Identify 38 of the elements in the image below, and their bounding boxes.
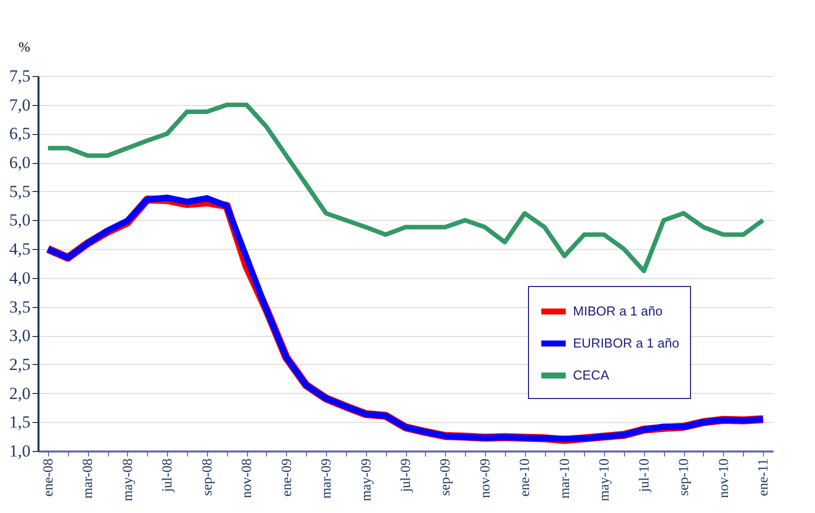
y-tick-label: 3,0 xyxy=(9,326,30,346)
y-tick-label: 7,5 xyxy=(9,66,30,86)
x-tick-label: jul-10 xyxy=(637,458,652,493)
y-tick-label: 6,0 xyxy=(9,153,30,172)
x-tick-label: ene-09 xyxy=(280,458,295,497)
y-tick-label: 6,5 xyxy=(9,124,30,144)
y-tick-label: 2,0 xyxy=(9,384,30,403)
y-tick-label: 3,5 xyxy=(9,297,30,316)
y-tick-label: 1,5 xyxy=(9,412,30,432)
y-tick-label: 4,5 xyxy=(9,240,30,259)
x-tick-label: sep-10 xyxy=(677,458,692,496)
x-tick-label: ene-10 xyxy=(518,458,534,497)
y-tick-label: 2,5 xyxy=(9,354,30,374)
x-tick-label: nov-10 xyxy=(716,458,732,498)
x-tick-label: sep-09 xyxy=(438,458,454,496)
x-tick-label: ene-08 xyxy=(41,458,56,497)
line-series xyxy=(46,102,766,274)
x-tick-label: may-09 xyxy=(359,458,374,502)
y-axis-title: % xyxy=(18,40,30,56)
legend-label: CECA xyxy=(573,368,610,382)
y-tick-label: 5,5 xyxy=(9,182,30,201)
x-tick-label: mar-08 xyxy=(81,458,96,499)
legend-label: MIBOR a 1 año xyxy=(573,304,663,318)
y-tick-label: 7,0 xyxy=(9,95,30,114)
x-tick-label: may-10 xyxy=(598,458,613,502)
legend-label: EURIBOR a 1 año xyxy=(573,336,680,350)
x-tick-label: mar-09 xyxy=(320,458,335,499)
x-tick-label: sep-08 xyxy=(200,458,216,496)
x-tick-label: nov-09 xyxy=(478,458,494,498)
x-tick-label: nov-08 xyxy=(240,458,256,498)
x-tick-label: may-08 xyxy=(120,458,136,502)
x-tick-label: jul-09 xyxy=(399,458,414,493)
x-tick-label: jul-08 xyxy=(160,458,176,493)
y-tick-label: 5,0 xyxy=(9,210,30,230)
y-tick-label: 4,0 xyxy=(9,268,30,288)
y-tick-label: 1,0 xyxy=(9,442,30,460)
x-tick-label: ene-11 xyxy=(756,458,772,496)
x-tick-label: mar-10 xyxy=(558,458,573,499)
